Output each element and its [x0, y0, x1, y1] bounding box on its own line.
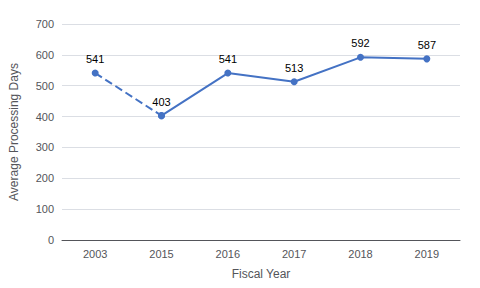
svg-text:541: 541: [86, 53, 104, 65]
svg-text:587: 587: [418, 39, 436, 51]
svg-text:2017: 2017: [282, 248, 306, 260]
svg-text:592: 592: [351, 37, 369, 49]
svg-text:2016: 2016: [216, 248, 240, 260]
svg-text:100: 100: [36, 203, 54, 215]
svg-text:700: 700: [36, 18, 54, 30]
svg-text:400: 400: [36, 111, 54, 123]
svg-text:2015: 2015: [149, 248, 173, 260]
svg-text:2003: 2003: [83, 248, 107, 260]
svg-text:403: 403: [152, 96, 170, 108]
svg-text:600: 600: [36, 49, 54, 61]
svg-text:0: 0: [48, 234, 54, 246]
svg-text:Fiscal Year: Fiscal Year: [232, 267, 291, 281]
svg-text:Average Processing Days: Average Processing Days: [7, 63, 21, 201]
svg-text:513: 513: [285, 62, 303, 74]
svg-text:541: 541: [219, 53, 237, 65]
svg-text:500: 500: [36, 80, 54, 92]
svg-text:2018: 2018: [348, 248, 372, 260]
svg-text:300: 300: [36, 141, 54, 153]
svg-text:2019: 2019: [415, 248, 439, 260]
svg-text:200: 200: [36, 172, 54, 184]
